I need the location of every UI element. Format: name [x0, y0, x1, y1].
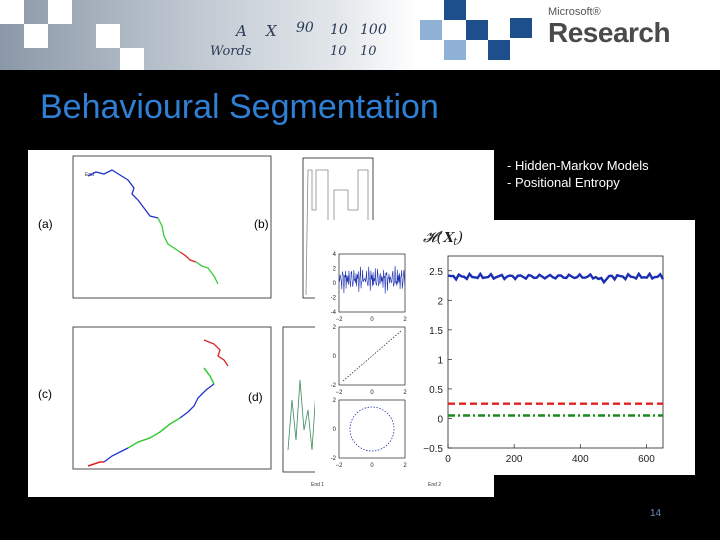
small-plot-circle: −2 0 2 2 0 -2	[331, 398, 408, 469]
x-tick-label: 0	[445, 454, 451, 465]
panel-label-a: (a)	[38, 217, 53, 231]
y-tick-label: −0.5	[423, 444, 443, 455]
bullet-list: - Hidden-Markov Models - Positional Entr…	[507, 157, 649, 191]
panel-label-c: (c)	[38, 387, 52, 401]
small-x-tick-label: 2	[403, 390, 407, 396]
panel-c-axes	[72, 326, 272, 470]
decor-tile	[510, 18, 532, 38]
handwriting-text: 10	[330, 22, 348, 38]
decor-tile	[488, 40, 510, 60]
small-y-tick-label: -4	[331, 310, 337, 316]
page-number: 14	[650, 508, 662, 519]
decor-tile	[24, 24, 48, 48]
entropy-axes	[447, 255, 664, 449]
panel-c-track-red	[203, 339, 229, 367]
small-y-tick-label: 0	[333, 281, 337, 287]
handwriting-text: 90	[296, 20, 314, 36]
decor-tile	[0, 0, 24, 24]
x-tick-label: 400	[572, 454, 589, 465]
decor-tile	[120, 48, 144, 70]
small-y-tick-label: -2	[331, 296, 337, 302]
small-y-tick-label: 2	[333, 398, 337, 404]
panel-c-track-red-2	[87, 461, 104, 467]
panel-c-track-green	[203, 367, 215, 385]
entropy-chart: 𝓗(𝐗t) 2.521.510.50−0.50 200 400 600 −2 0 2420…	[331, 228, 665, 469]
panel-a-track-red	[179, 251, 197, 263]
small-y-tick-label: 0	[333, 427, 337, 433]
panel-d-signal	[287, 379, 321, 451]
decor-tile	[96, 24, 120, 48]
y-tick-label: 2.5	[429, 267, 443, 278]
decor-tile	[48, 0, 72, 24]
small-x-tick-label: 0	[370, 390, 374, 396]
small-y-tick-label: -2	[331, 383, 337, 389]
research-wordmark: Research	[548, 17, 671, 48]
panel-d-end-label: End 1	[311, 482, 324, 488]
decor-tile	[466, 20, 488, 40]
handwriting-text: A	[236, 22, 247, 40]
small-y-tick-label: 4	[333, 252, 337, 258]
bullet-item: - Hidden-Markov Models	[507, 158, 649, 173]
entropy-time-series: 2.521.510.50−0.50 200 400 600	[423, 255, 665, 465]
handwriting-text: X	[266, 22, 277, 40]
panel-a-track-green-2	[195, 261, 219, 285]
y-tick-label: 1.5	[429, 326, 443, 337]
small-plot-noise: −2 0 2 4 2 0 -2 -4	[331, 252, 408, 323]
circle-points	[349, 406, 395, 452]
small-x-tick-label: −2	[336, 390, 344, 396]
y-tick-label: 0.5	[429, 385, 443, 396]
bullet-item: - Positional Entropy	[507, 175, 620, 190]
entropy-series-line	[447, 271, 665, 285]
small-x-tick-label: 2	[403, 317, 407, 323]
entropy-inset: 𝓗(𝐗t) 2.5 2 1.5 1 0.5 0 −0.5 0 200 400 600 −2 0 2 4 2 0…	[315, 220, 695, 475]
entropy-label: 𝓗(𝐗t)	[423, 228, 463, 248]
panel-a-track-blue	[87, 169, 159, 219]
decor-tile	[444, 40, 466, 60]
small-y-tick-label: -2	[331, 456, 337, 462]
handwriting-text: 10	[330, 44, 347, 59]
handwriting-text: 100	[360, 22, 387, 38]
y-tick-label: 0	[437, 414, 443, 425]
small-y-tick-label: 2	[333, 325, 337, 331]
handwriting-photo: A X 90 10 100 Words 10 10	[0, 0, 420, 70]
small-x-tick-label: 0	[370, 463, 374, 469]
decor-tile	[444, 0, 466, 20]
small-y-tick-label: 0	[333, 354, 337, 360]
microsoft-wordmark: Microsoft®	[548, 6, 601, 18]
panel-d-end-label: End 2	[428, 482, 441, 488]
noise-signal	[338, 265, 406, 294]
panel-c-track-blue-2	[103, 447, 129, 463]
handwriting-text: 10	[360, 44, 377, 59]
small-axes	[338, 399, 406, 459]
trajectory-plots: End End 1 End 2	[72, 155, 494, 488]
small-x-tick-label: 2	[403, 463, 407, 469]
small-x-tick-label: 0	[370, 317, 374, 323]
panel-label-d: (d)	[248, 390, 263, 404]
small-x-tick-label: −2	[336, 463, 344, 469]
small-plot-diagonal: −2 0 2 2 0 -2	[331, 325, 408, 396]
y-tick-label: 1	[437, 355, 443, 366]
x-tick-label: 600	[638, 454, 655, 465]
small-x-tick-label: −2	[336, 317, 344, 323]
decor-tile	[420, 20, 442, 40]
panel-a-track-green	[157, 217, 181, 253]
panel-a-axes	[72, 155, 272, 299]
header-banner: A X 90 10 100 Words 10 10 Microsoft® Res…	[0, 0, 720, 70]
diagonal-line	[342, 330, 402, 382]
x-tick-label: 200	[506, 454, 523, 465]
slide-title: Behavioural Segmentation	[40, 88, 439, 126]
panel-c-track-blue	[179, 383, 215, 419]
handwriting-text: Words	[210, 44, 252, 59]
small-axes	[338, 326, 406, 386]
small-axes	[338, 253, 406, 313]
panel-label-b: (b)	[254, 217, 269, 231]
panel-c-track-green-2	[127, 417, 181, 449]
small-y-tick-label: 2	[333, 267, 337, 273]
y-tick-label: 2	[437, 296, 443, 307]
